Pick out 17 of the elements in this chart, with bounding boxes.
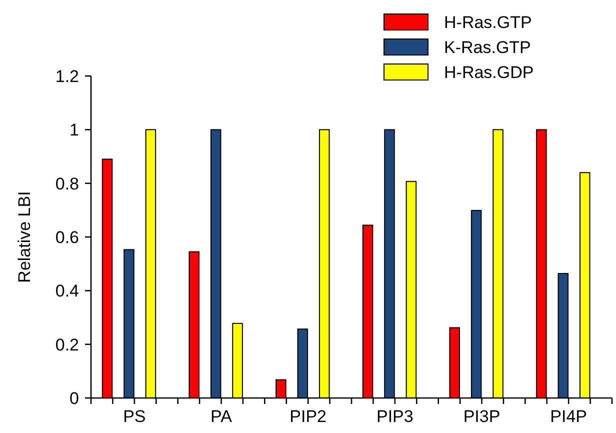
legend-label: H-Ras.GTP — [444, 12, 532, 32]
y-tick-label: 0.4 — [55, 282, 79, 301]
y-axis-title: Relative LBI — [15, 191, 34, 283]
x-tick-label: PS — [123, 407, 146, 426]
y-tick-label: 0.2 — [55, 335, 79, 354]
y-tick-label: 1 — [70, 120, 79, 140]
x-tick-label: PIP2 — [290, 407, 327, 426]
legend-label: K-Ras.GTP — [444, 38, 531, 57]
legend-label: H-Ras.GDP — [444, 62, 534, 82]
y-tick-label: 0 — [70, 388, 79, 408]
x-tick-label: PI3P — [463, 407, 500, 426]
x-tick-label: PIP3 — [376, 407, 414, 426]
y-tick-label: 0.6 — [55, 228, 79, 247]
x-tick-label: PA — [210, 407, 233, 426]
x-tick-label: PI4P — [550, 407, 588, 426]
y-tick-label: 1.2 — [55, 66, 79, 86]
y-tick-label: 0.8 — [55, 174, 79, 194]
